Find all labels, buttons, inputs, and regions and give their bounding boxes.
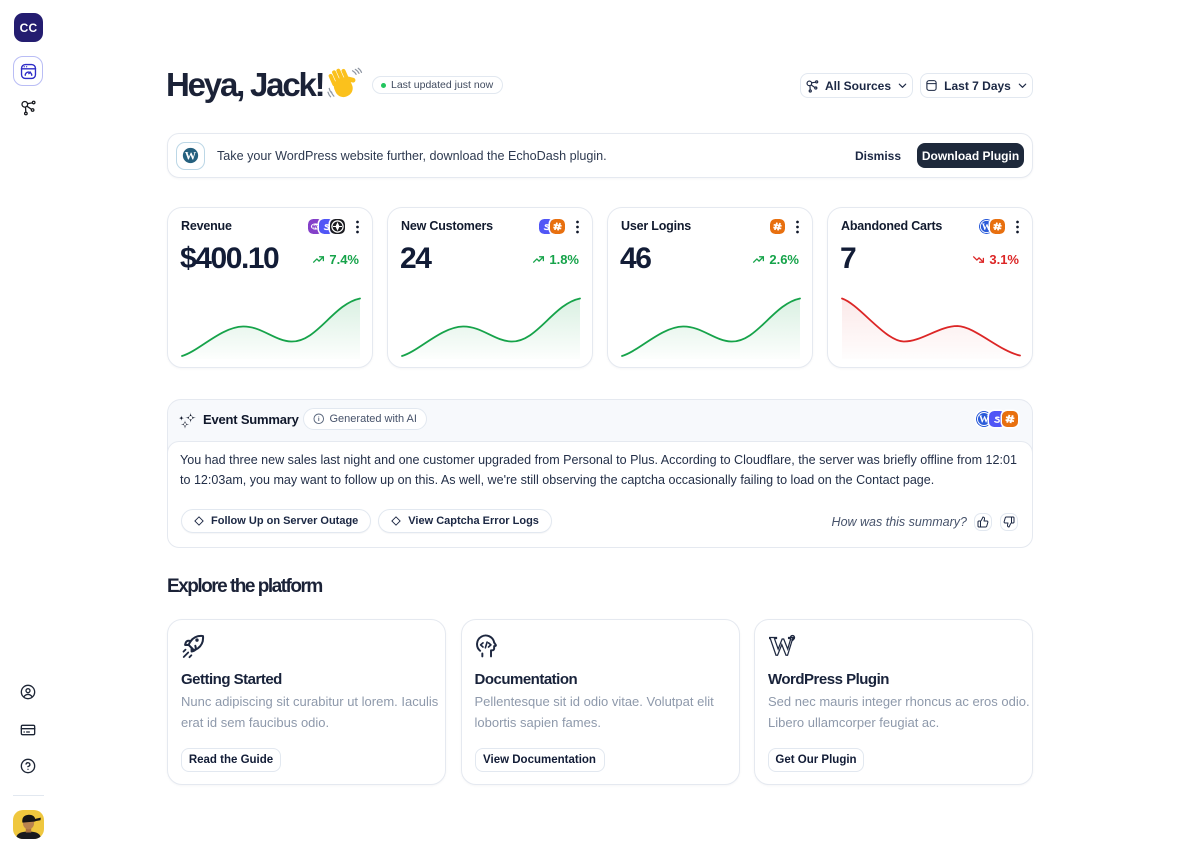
svg-text:W: W xyxy=(982,223,992,233)
svg-text:W: W xyxy=(979,415,989,426)
svg-text:W: W xyxy=(185,150,197,162)
